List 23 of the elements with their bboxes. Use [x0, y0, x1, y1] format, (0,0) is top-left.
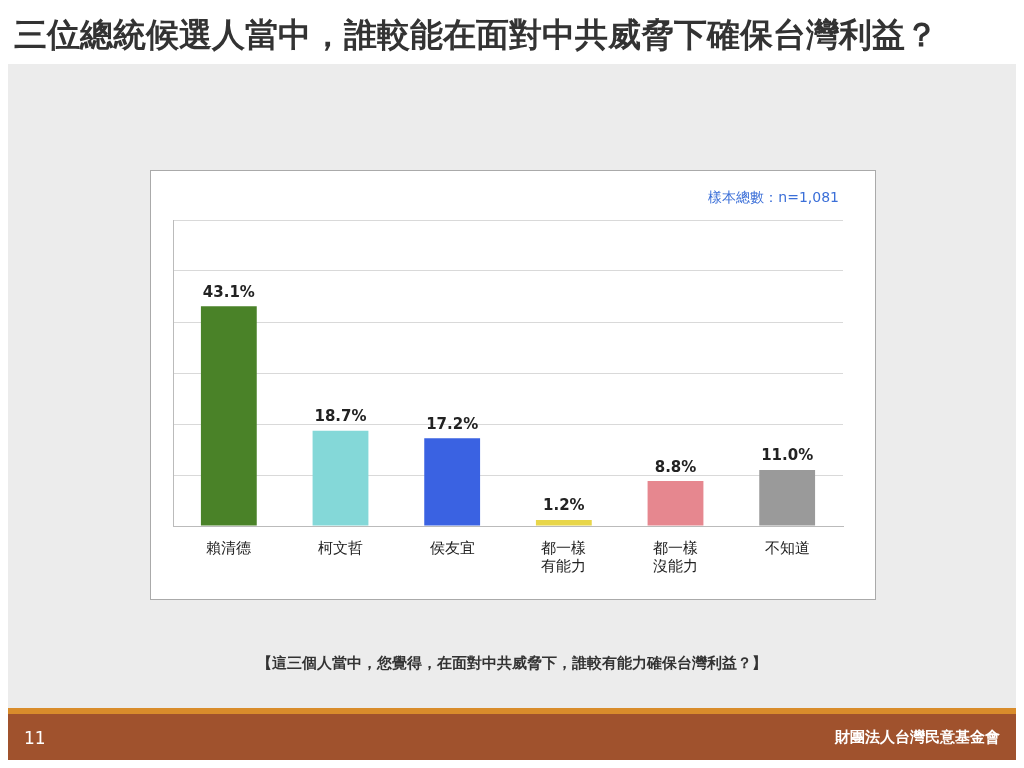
bar: [759, 469, 816, 526]
data-label: 43.1%: [202, 282, 255, 301]
x-tick-label: 都一樣沒能力: [653, 538, 698, 575]
x-tick-label: 都一樣有能力: [541, 538, 587, 575]
bar: [647, 481, 704, 526]
bar: [200, 306, 257, 526]
bar: [312, 430, 369, 526]
text: 樣本總數：n=1,081: [708, 189, 839, 207]
text: 11: [24, 728, 46, 748]
data-label: 17.2%: [426, 414, 479, 433]
data-label: 1.2%: [543, 496, 585, 515]
chart-title: 三位總統候選人當中，誰較能在面對中共威脅下確保台灣利益？: [8, 8, 1016, 64]
x-tick-label: 柯文哲: [318, 538, 363, 557]
x-tick-label: 賴清德: [206, 538, 252, 557]
bar: [424, 438, 481, 526]
x-tick-label: 不知道: [764, 538, 810, 557]
text: 【這三個人當中，您覺得，在面對中共威脅下，誰較有能力確保台灣利益？】: [256, 654, 768, 673]
x-tick-label: 侯友宜: [429, 538, 475, 557]
data-label: 8.8%: [654, 457, 697, 476]
bar: [535, 519, 592, 526]
text: 財團法人台灣民意基金會: [835, 728, 1000, 747]
data-label: 11.0%: [761, 446, 814, 465]
data-label: 18.7%: [314, 407, 367, 426]
